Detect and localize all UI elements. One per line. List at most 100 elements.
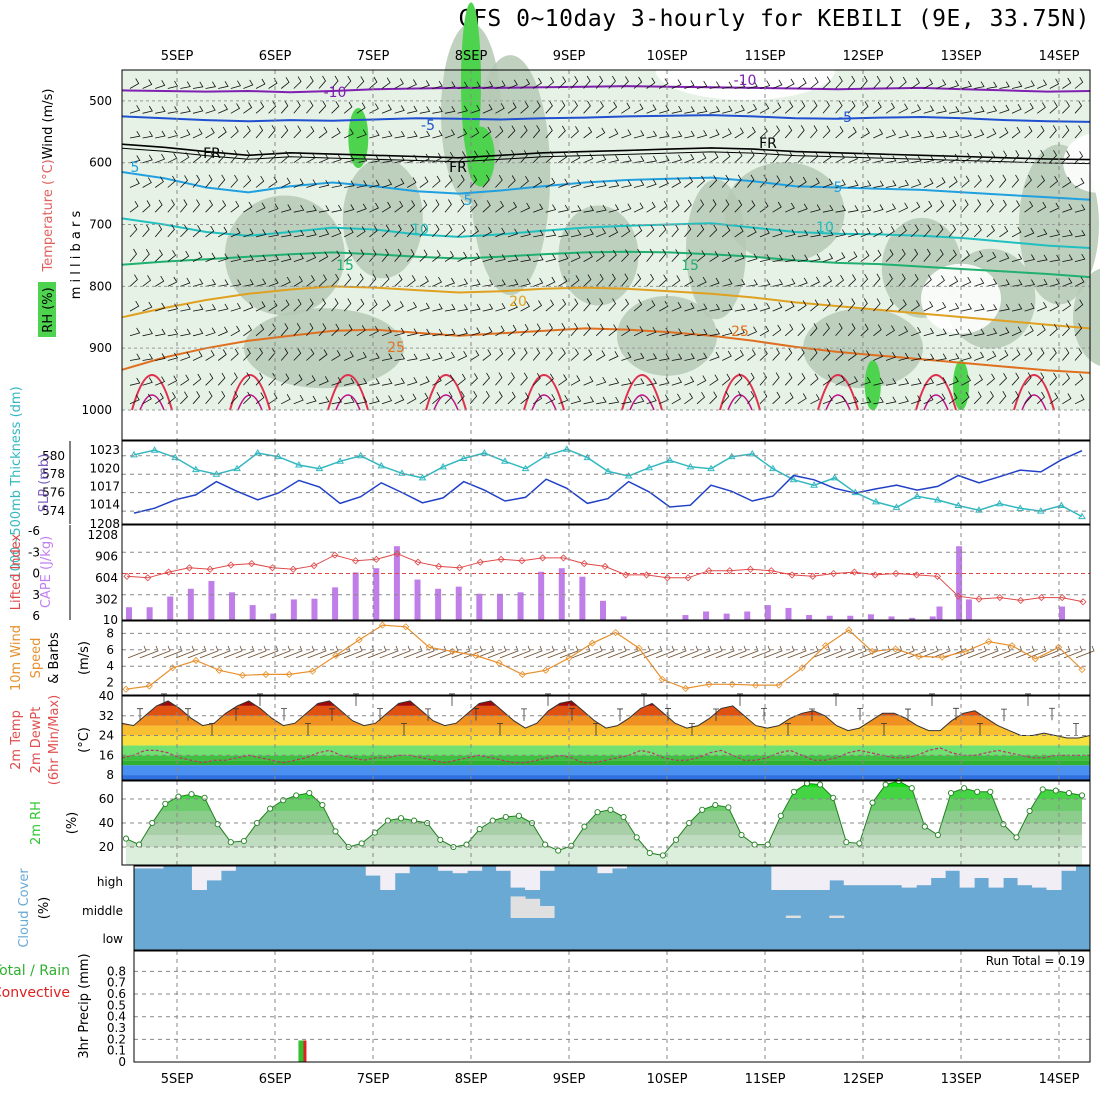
cape-bar (744, 611, 751, 620)
lifted-index-point (580, 560, 588, 568)
wind-barb (155, 353, 166, 361)
rh2m-point (646, 849, 653, 857)
thickness-point (439, 462, 448, 470)
wind-barb (255, 78, 266, 89)
wind-barb (495, 372, 503, 386)
wind-barb (747, 390, 755, 405)
temp-band (122, 775, 1090, 780)
wind-barb (243, 348, 251, 361)
cloud-middle-bar (829, 915, 845, 918)
wind-barb (243, 201, 253, 213)
wind-barb (255, 229, 267, 238)
wind-barb (444, 391, 453, 405)
cape-bar (600, 600, 606, 620)
wind-barb (722, 128, 732, 139)
wind-barb (432, 250, 441, 262)
wind-barb (520, 254, 532, 262)
date-label-bottom: 8SEP (455, 1072, 488, 1087)
wind-barb (470, 81, 481, 89)
wind-barb (1049, 101, 1058, 114)
wind-barb (986, 225, 995, 238)
wind-barb (192, 174, 201, 188)
wind-barb (684, 392, 694, 405)
cape-bar (867, 614, 874, 620)
isotherm-label: FR (449, 160, 467, 176)
cape-bar (826, 615, 833, 620)
wind-barb (570, 229, 582, 238)
cape-bar (435, 588, 442, 620)
y-tick-precip: 0.8 (107, 964, 126, 978)
wind-barb (545, 100, 553, 114)
wind-barb (709, 303, 721, 312)
wind-barb (343, 645, 363, 659)
wind-barb (667, 645, 687, 659)
wind-barb (318, 251, 329, 262)
wind-barb (961, 375, 971, 386)
wind-barb (646, 77, 656, 89)
wind-barb (281, 253, 292, 262)
wind-barb (293, 76, 302, 89)
thickness-point (336, 457, 344, 464)
wind-barb (532, 300, 543, 312)
cape-bar (620, 616, 627, 620)
lifted-index-point (144, 574, 152, 582)
surface-temp-contour (621, 374, 663, 411)
wind-barb (659, 353, 670, 361)
wind-barb (369, 325, 379, 337)
thickness-point (624, 472, 633, 479)
wind-barb (847, 349, 857, 361)
wind-barb (835, 229, 846, 238)
wind-barb (570, 322, 578, 337)
precip-run-total: Run Total = 0.19 (986, 954, 1085, 968)
wind-barb (911, 178, 922, 188)
rh2m-point (1052, 787, 1059, 794)
lifted-index-point (518, 557, 526, 565)
wind-barb (419, 199, 428, 213)
wind-barb (192, 105, 204, 114)
wind-barb (470, 279, 481, 287)
rh2m-point (332, 828, 339, 835)
wind-barb (167, 303, 179, 312)
cloud-high-bar (771, 866, 787, 890)
wind-barb (142, 130, 154, 139)
wind-barb (230, 391, 239, 405)
wind-barb (243, 125, 251, 139)
wind-barb (936, 249, 944, 262)
cloud-background (134, 866, 1090, 950)
wind-barb (558, 374, 568, 386)
wind-barb (142, 105, 153, 114)
wind-barb (797, 254, 809, 262)
wind-barb (948, 199, 957, 213)
wind-speed-point (1055, 643, 1063, 651)
wind-barb (142, 79, 153, 89)
surface-temp-contour (817, 374, 859, 411)
y-axis-label-temp: 2m Temp (9, 710, 24, 770)
temp-minmax-mark (233, 708, 239, 721)
thickness-point (1078, 512, 1086, 520)
wind-barb (419, 353, 431, 361)
wind-barb (1024, 227, 1035, 238)
wind-barb (722, 81, 733, 89)
date-label-bottom: 5SEP (161, 1072, 194, 1087)
wind-barb (155, 80, 166, 89)
wind-barb (230, 348, 239, 361)
wind-barb (885, 102, 895, 114)
wind-barb (523, 645, 543, 659)
wind-barb (369, 273, 377, 287)
wind-barb (507, 254, 519, 262)
temp-band (122, 745, 1090, 756)
wind-barb (255, 347, 263, 361)
thickness-point (913, 492, 922, 499)
wind-barb (331, 101, 340, 114)
wind-barb (684, 199, 692, 213)
temp-minmax-mark (905, 708, 911, 722)
cloud-level-label: low (103, 932, 124, 946)
wind-barb (911, 353, 922, 361)
wind-barb (583, 126, 593, 139)
wind-barb (154, 199, 163, 213)
wind-barb (936, 377, 947, 386)
wind-barb (499, 645, 519, 659)
cloud-high-bar (858, 866, 874, 886)
wind-barb (873, 128, 884, 139)
rh2m-point (489, 817, 496, 824)
